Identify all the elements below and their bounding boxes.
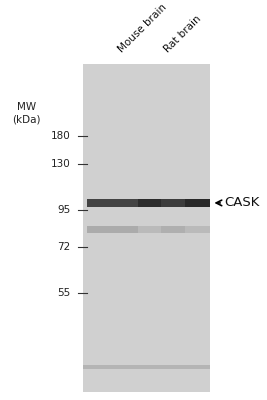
Bar bbox=[185, 198, 210, 207]
Bar bbox=[185, 226, 210, 232]
Text: CASK: CASK bbox=[224, 196, 260, 210]
Text: Rat brain: Rat brain bbox=[162, 14, 203, 55]
Bar bbox=[83, 64, 210, 392]
Bar bbox=[160, 226, 185, 232]
Text: 72: 72 bbox=[57, 242, 70, 252]
Bar bbox=[160, 198, 185, 207]
Text: 130: 130 bbox=[50, 159, 70, 169]
Text: 95: 95 bbox=[57, 205, 70, 215]
Text: 180: 180 bbox=[50, 131, 70, 141]
Bar bbox=[87, 198, 138, 207]
Bar bbox=[87, 226, 138, 232]
Bar bbox=[83, 365, 210, 369]
Bar bbox=[138, 226, 160, 232]
Text: 55: 55 bbox=[57, 288, 70, 298]
Text: Mouse brain: Mouse brain bbox=[117, 2, 169, 55]
Text: MW
(kDa): MW (kDa) bbox=[13, 102, 41, 124]
Bar bbox=[138, 198, 160, 207]
